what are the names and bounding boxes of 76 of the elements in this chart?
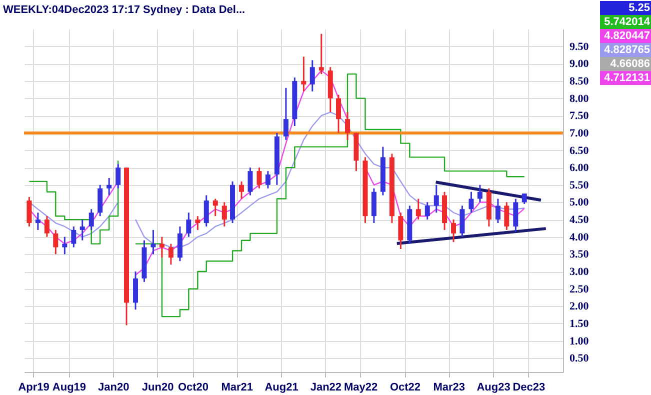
y-tick-label: 1.00: [570, 335, 590, 348]
y-tick-label: 6.50: [570, 144, 590, 157]
text: 4.828765: [604, 44, 650, 56]
x-tick-label: May22: [344, 382, 378, 394]
y-tick-label: 7.00: [570, 127, 590, 140]
candlestick: [168, 243, 174, 266]
candlestick: [434, 184, 439, 214]
candlestick: [116, 163, 121, 190]
candlestick: [504, 201, 510, 231]
candlestick: [62, 236, 68, 255]
y-tick-label: 8.00: [570, 92, 590, 105]
y-tick-label: 2.50: [570, 283, 590, 296]
x-tick-label: Oct22: [390, 382, 421, 394]
candlestick: [248, 166, 253, 196]
text: 5.25: [628, 2, 650, 14]
y-tick-label: 4.00: [570, 231, 590, 244]
candlestick: [310, 59, 315, 92]
y-tick-label: 5.00: [570, 196, 590, 209]
x-tick-label: Mar23: [433, 382, 465, 394]
candlestick: [239, 180, 244, 200]
candlestick: [522, 192, 527, 205]
y-tick-label: 3.50: [570, 248, 590, 261]
x-tick-label: Dec23: [512, 382, 546, 394]
candlestick: [468, 191, 474, 214]
candlestick: [222, 201, 227, 228]
chart-title: WEEKLY:04Dec2023 17:17 Sydney : Data Del...: [3, 4, 246, 16]
x-tick-label: Mar21: [221, 382, 253, 394]
y-tick-label: 4.50: [570, 214, 590, 226]
candlestick: [336, 94, 342, 134]
candlestick: [416, 198, 421, 220]
candlestick: [80, 218, 85, 242]
candlestick: [318, 33, 324, 75]
y-tick-label: 9.50: [570, 40, 590, 53]
x-tick-label: Aug21: [264, 382, 298, 394]
text: 4.712131: [604, 72, 650, 84]
candlestick: [212, 198, 218, 217]
x-tick-label: Aug23: [476, 382, 510, 394]
x-tick-label: Aug19: [52, 382, 86, 394]
candlestick: [88, 208, 94, 231]
y-tick-label: 6.00: [570, 162, 590, 174]
candlestick: [35, 212, 40, 231]
candlestick: [44, 215, 50, 238]
x-tick-label: Jun20: [142, 382, 174, 394]
candlestick: [53, 229, 58, 255]
candlestick: [477, 184, 482, 203]
text: 5.742014: [604, 16, 651, 28]
candlestick: [301, 56, 306, 92]
candlestick: [451, 218, 456, 243]
candlestick: [26, 196, 32, 228]
text: 4.66086: [610, 58, 650, 70]
x-tick-label: Apr19: [18, 382, 50, 394]
y-tick-label: 8.50: [570, 75, 590, 88]
y-tick-label: 7.50: [570, 110, 590, 122]
candlestick: [106, 177, 112, 196]
x-tick-label: Oct20: [178, 382, 209, 394]
candlestick: [256, 166, 262, 190]
candlestick: [150, 229, 156, 255]
candlestick: [495, 198, 500, 224]
candlestick: [204, 194, 209, 228]
y-tick-label: 2.00: [570, 300, 590, 313]
candlestick: [265, 170, 270, 190]
y-tick-label: 3.00: [570, 266, 590, 278]
candlestick: [159, 236, 164, 258]
x-tick-label: Jan20: [98, 382, 130, 394]
candlestick: [345, 111, 350, 141]
candlestick: [186, 212, 192, 238]
candlestick: [283, 87, 288, 141]
y-tick-label: 5.50: [570, 179, 590, 192]
text: 4.820447: [604, 30, 650, 42]
y-tick-label: 1.50: [570, 318, 590, 330]
y-tick-label: 9.00: [570, 58, 590, 70]
x-tick-label: Jan22: [310, 382, 342, 394]
candlestick: [195, 215, 200, 231]
candlestick: [71, 226, 76, 248]
candlestick: [424, 201, 430, 220]
y-tick-label: 0.50: [570, 352, 590, 365]
